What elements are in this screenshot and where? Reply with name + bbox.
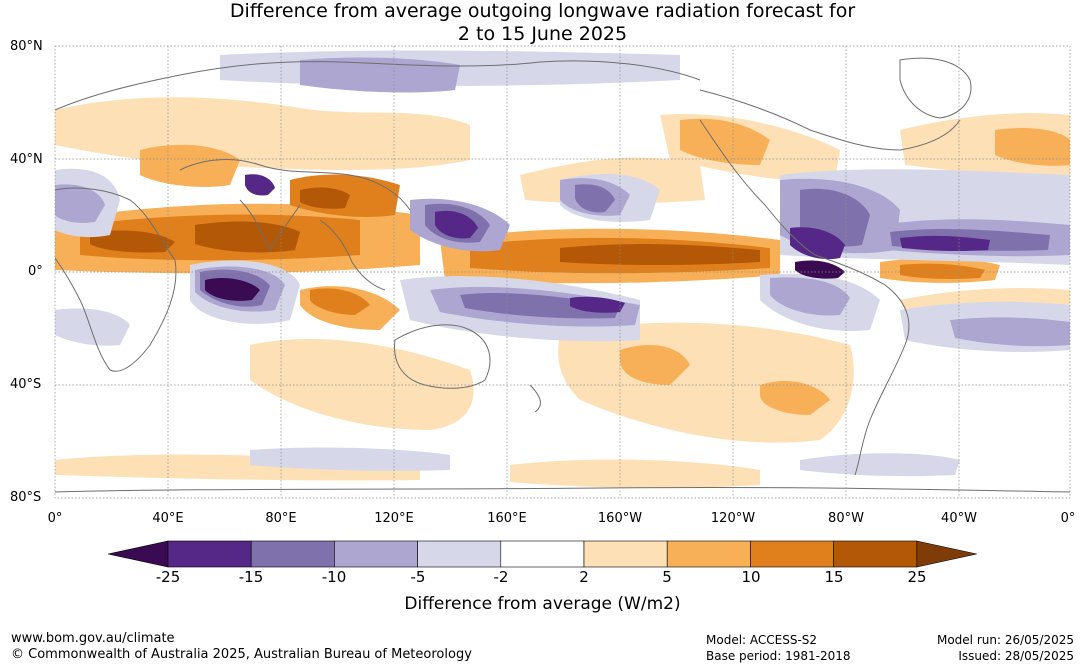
colorbar-tick: -25 (155, 568, 181, 586)
website-link[interactable]: www.bom.gov.au/climate (11, 631, 175, 646)
colorbar-segment (583, 540, 668, 568)
colorbar-label: Difference from average (W/m2) (404, 594, 681, 614)
lon-label-0-left: 0° (47, 511, 63, 526)
anomaly-neg15-to-neg25 (245, 174, 990, 313)
lon-label-160w: 160°W (597, 511, 643, 526)
footer-left: www.bom.gov.au/climate © Commonwealth of… (11, 631, 472, 663)
colorbar-extend-high (916, 540, 977, 568)
colorbar-segment (750, 540, 834, 568)
footer-run-info: Model run: 26/05/2025 Issued: 28/05/2025 (937, 632, 1074, 664)
colorbar-tick: 15 (824, 568, 844, 586)
lon-label-120w: 120°W (710, 511, 756, 526)
anomaly-below-neg25 (205, 260, 845, 301)
model-run-date: Model run: 26/05/2025 (936, 633, 1074, 647)
title-line-1: Difference from average outgoing longwav… (229, 0, 856, 22)
lon-label-160e: 160°E (487, 511, 527, 526)
footer-model-info: Model: ACCESS-S2 Base period: 1981-2018 (706, 632, 851, 664)
lat-label-40s: 40°S (10, 377, 42, 392)
lon-label-40e: 40°E (152, 511, 184, 526)
lon-label-0-right: 0° (1060, 511, 1076, 526)
title-line-2: 2 to 15 June 2025 (457, 23, 628, 45)
colorbar-tick: -10 (321, 568, 347, 586)
colorbar-tick: -15 (238, 568, 264, 586)
anomaly-15-to-25 (90, 187, 760, 265)
map-frame (54, 45, 1071, 499)
chart-title: Difference from average outgoing longwav… (0, 0, 1085, 46)
lat-label-80s: 80°S (10, 490, 42, 505)
lat-label-equator: 0° (28, 264, 43, 279)
colorbar-segment (417, 540, 502, 568)
base-period: Base period: 1981-2018 (706, 649, 851, 663)
colorbar-extend-low (107, 540, 169, 568)
copyright: © Commonwealth of Australia 2025, Austra… (11, 647, 472, 662)
colorbar-tick: 25 (907, 568, 927, 586)
coastlines (55, 57, 1070, 493)
lon-label-80e: 80°E (265, 511, 297, 526)
colorbar-segment (334, 540, 418, 568)
colorbar-tick: -2 (493, 568, 509, 586)
graticule (55, 46, 1070, 498)
lat-label-80n: 80°N (10, 39, 43, 54)
colorbar-tick: 2 (579, 568, 589, 586)
model-name: Model: ACCESS-S2 (706, 633, 818, 647)
lat-label-40n: 40°N (10, 152, 43, 167)
colorbar-segment (167, 540, 252, 568)
colorbar-segment (666, 540, 751, 568)
colorbar-tick: 5 (662, 568, 672, 586)
colorbar-segment (833, 540, 918, 568)
lon-label-120e: 120°E (374, 511, 414, 526)
colorbar-tick: -5 (410, 568, 426, 586)
lon-label-40w: 40°W (941, 511, 977, 526)
colorbar-segment (250, 540, 335, 568)
colorbar-tick: 10 (741, 568, 761, 586)
colorbar-segment (500, 540, 585, 568)
issued-date: Issued: 28/05/2025 (958, 649, 1074, 663)
lon-label-80w: 80°W (828, 511, 864, 526)
